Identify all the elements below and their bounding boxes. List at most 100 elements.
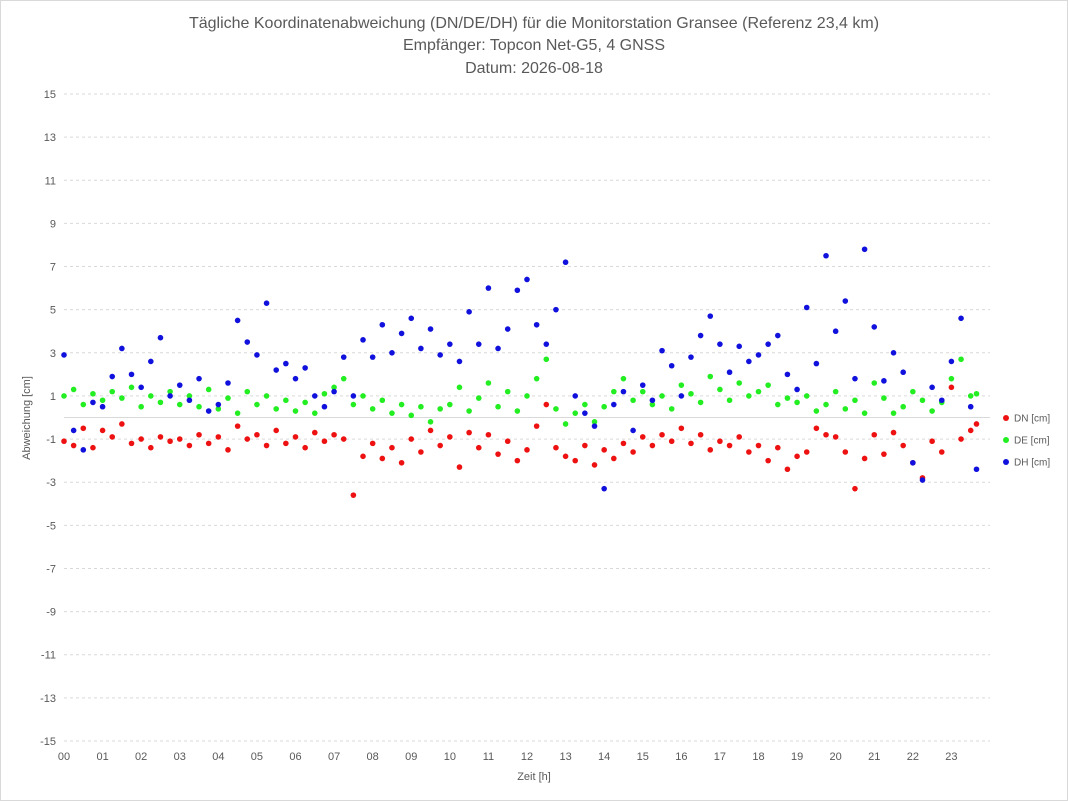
data-point [369, 354, 376, 360]
data-point [504, 438, 511, 445]
data-point [90, 399, 96, 406]
data-point [852, 397, 858, 404]
data-point [148, 444, 154, 451]
data-point [340, 354, 347, 360]
data-point [514, 457, 521, 464]
data-point [803, 449, 810, 455]
data-point [254, 401, 260, 408]
data-point [273, 406, 280, 412]
data-point [813, 425, 820, 432]
y-tick-label: 7 [50, 262, 56, 274]
data-point [803, 304, 810, 311]
data-point [717, 438, 723, 445]
data-point [649, 442, 656, 449]
data-point [360, 453, 366, 460]
data-point [148, 358, 154, 365]
data-point [99, 427, 106, 434]
data-point [225, 395, 231, 401]
data-point [639, 434, 646, 440]
data-point [225, 447, 231, 453]
data-point [707, 447, 714, 453]
data-point [514, 287, 521, 294]
y-tick-label: 5 [50, 305, 56, 317]
y-tick-label: 1 [50, 391, 56, 403]
data-point [466, 429, 472, 436]
data-point [215, 434, 222, 440]
data-point [437, 442, 443, 449]
data-point [852, 485, 858, 492]
data-point [919, 397, 926, 404]
data-point [591, 423, 598, 429]
data-point [668, 406, 675, 412]
data-point [543, 341, 550, 347]
data-point [524, 276, 530, 283]
data-point [109, 388, 116, 395]
data-point [572, 457, 579, 464]
data-point [167, 393, 173, 399]
y-tick-label: -13 [40, 693, 56, 705]
data-point [973, 390, 980, 397]
data-point [427, 419, 434, 425]
data-point [148, 393, 154, 399]
data-point [910, 388, 916, 395]
y-tick-label: 9 [50, 218, 56, 230]
data-point [70, 386, 77, 393]
data-point [765, 382, 771, 388]
data-point [418, 403, 424, 410]
legend-label: DE [cm] [1014, 436, 1050, 447]
data-point [292, 408, 299, 414]
data-point [350, 401, 357, 408]
data-point [890, 410, 897, 416]
data-point [929, 384, 935, 391]
data-point [437, 352, 443, 358]
data-point [302, 399, 308, 406]
data-point [138, 436, 144, 442]
x-tick-label: 12 [521, 751, 533, 763]
data-point [389, 350, 395, 356]
x-tick-label: 16 [675, 751, 687, 763]
data-point [881, 378, 887, 384]
data-point [794, 399, 800, 406]
data-point [746, 393, 752, 399]
data-point [273, 427, 280, 434]
data-point [630, 449, 636, 455]
data-point [620, 375, 627, 382]
data-point [119, 395, 125, 401]
data-point [697, 399, 704, 406]
data-point [900, 442, 906, 449]
data-point [823, 252, 829, 259]
data-point [688, 390, 694, 397]
data-point [929, 438, 935, 445]
x-tick-label: 13 [559, 751, 571, 763]
data-point [495, 345, 501, 352]
data-point [890, 350, 897, 356]
data-point [543, 356, 550, 363]
data-point [447, 434, 453, 440]
data-point [553, 444, 559, 451]
data-point [784, 395, 791, 401]
data-point [254, 431, 260, 438]
data-point [167, 388, 173, 395]
data-point [408, 436, 415, 442]
chart-title: Tägliche Koordinatenabweichung (DN/DE/DH… [189, 15, 879, 32]
data-point [61, 438, 67, 445]
data-point [678, 382, 685, 388]
data-point [167, 438, 173, 445]
data-point [910, 459, 916, 466]
data-point [186, 393, 193, 399]
data-point [244, 388, 251, 395]
data-point [389, 410, 395, 416]
data-point [80, 425, 87, 432]
data-point [80, 401, 87, 408]
data-point [321, 438, 328, 445]
data-point [591, 462, 598, 468]
data-point [215, 406, 222, 412]
data-point [186, 442, 193, 449]
data-point [485, 285, 492, 291]
data-point [861, 246, 868, 253]
data-point [774, 401, 781, 408]
data-point [688, 354, 694, 360]
data-point [379, 397, 386, 404]
y-tick-label: 15 [44, 89, 56, 101]
y-tick-label: -15 [40, 736, 56, 748]
